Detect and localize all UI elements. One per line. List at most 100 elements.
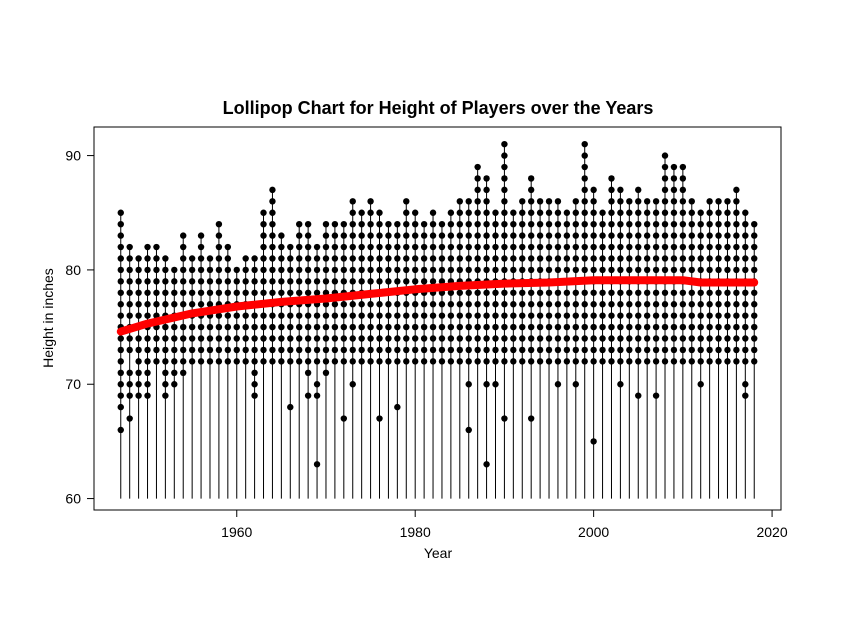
data-point xyxy=(742,358,749,365)
data-point xyxy=(465,232,472,239)
data-point xyxy=(527,175,535,182)
data-point xyxy=(608,346,615,354)
data-point xyxy=(287,335,294,342)
data-point xyxy=(751,335,758,342)
data-point xyxy=(572,266,579,274)
data-point xyxy=(117,232,124,239)
data-point xyxy=(742,243,749,251)
data-point xyxy=(733,289,740,296)
data-point xyxy=(501,175,508,182)
data-point xyxy=(411,358,419,365)
data-point xyxy=(322,220,330,228)
data-point xyxy=(287,266,294,274)
data-point xyxy=(233,335,240,342)
data-point xyxy=(527,198,535,205)
data-point xyxy=(527,255,535,262)
data-point xyxy=(251,346,258,354)
data-point xyxy=(251,312,258,319)
data-point xyxy=(483,301,490,308)
data-point xyxy=(403,243,410,251)
data-point xyxy=(349,198,356,205)
data-point xyxy=(260,220,267,228)
data-point xyxy=(724,289,731,296)
data-point xyxy=(296,266,303,274)
data-point xyxy=(474,232,481,239)
data-point xyxy=(545,209,553,216)
data-point xyxy=(733,335,740,342)
data-point xyxy=(599,220,606,228)
data-point xyxy=(724,243,731,251)
data-point xyxy=(519,323,526,331)
data-point xyxy=(590,438,597,445)
data-point xyxy=(492,289,499,296)
data-point xyxy=(563,312,571,319)
data-point xyxy=(465,255,472,262)
data-point xyxy=(643,232,651,239)
data-point xyxy=(304,243,312,251)
data-point xyxy=(501,323,508,331)
data-point xyxy=(563,301,571,308)
data-point xyxy=(331,323,339,331)
data-point xyxy=(117,243,124,251)
data-point xyxy=(394,278,401,285)
data-point xyxy=(233,278,240,285)
data-point xyxy=(224,243,232,251)
data-point xyxy=(545,220,553,228)
data-point xyxy=(545,289,553,296)
data-point xyxy=(278,266,285,274)
data-point xyxy=(519,346,526,354)
data-point xyxy=(349,220,356,228)
data-point xyxy=(474,163,481,171)
data-point xyxy=(304,369,312,377)
data-point xyxy=(572,301,579,308)
data-point xyxy=(670,243,678,251)
data-point xyxy=(510,209,517,216)
data-point xyxy=(572,255,579,262)
data-point xyxy=(153,243,160,251)
data-point xyxy=(411,220,419,228)
data-point xyxy=(233,358,240,365)
data-point xyxy=(278,335,285,342)
data-point xyxy=(340,220,348,228)
data-point xyxy=(483,220,490,228)
data-point xyxy=(733,323,740,331)
data-point xyxy=(215,323,223,331)
data-point xyxy=(296,278,303,285)
data-point xyxy=(572,346,579,354)
data-point xyxy=(269,335,276,342)
data-point xyxy=(661,335,669,342)
data-point xyxy=(126,346,133,354)
data-point xyxy=(376,358,383,365)
data-point xyxy=(492,301,499,308)
data-point xyxy=(742,323,749,331)
data-point xyxy=(581,266,588,274)
data-point xyxy=(635,346,642,354)
data-point xyxy=(394,266,401,274)
data-point xyxy=(626,255,633,262)
data-point xyxy=(358,278,365,285)
data-point xyxy=(162,369,169,377)
data-point xyxy=(135,266,142,274)
data-point xyxy=(322,369,330,377)
data-point xyxy=(447,346,455,354)
data-point xyxy=(483,323,490,331)
data-point xyxy=(367,346,374,354)
data-point xyxy=(206,323,214,331)
data-point xyxy=(135,369,142,377)
data-point xyxy=(643,335,651,342)
data-point xyxy=(162,323,169,331)
data-point xyxy=(287,323,294,331)
data-point xyxy=(706,243,713,251)
data-point xyxy=(376,266,383,274)
data-point xyxy=(394,403,401,411)
data-point xyxy=(742,289,749,296)
data-point xyxy=(367,312,374,319)
data-point xyxy=(394,301,401,308)
data-point xyxy=(429,278,437,285)
data-point xyxy=(126,369,133,377)
data-point xyxy=(608,232,615,239)
data-point xyxy=(438,243,446,251)
data-point xyxy=(215,312,223,319)
data-point xyxy=(180,301,187,308)
data-point xyxy=(429,243,437,251)
